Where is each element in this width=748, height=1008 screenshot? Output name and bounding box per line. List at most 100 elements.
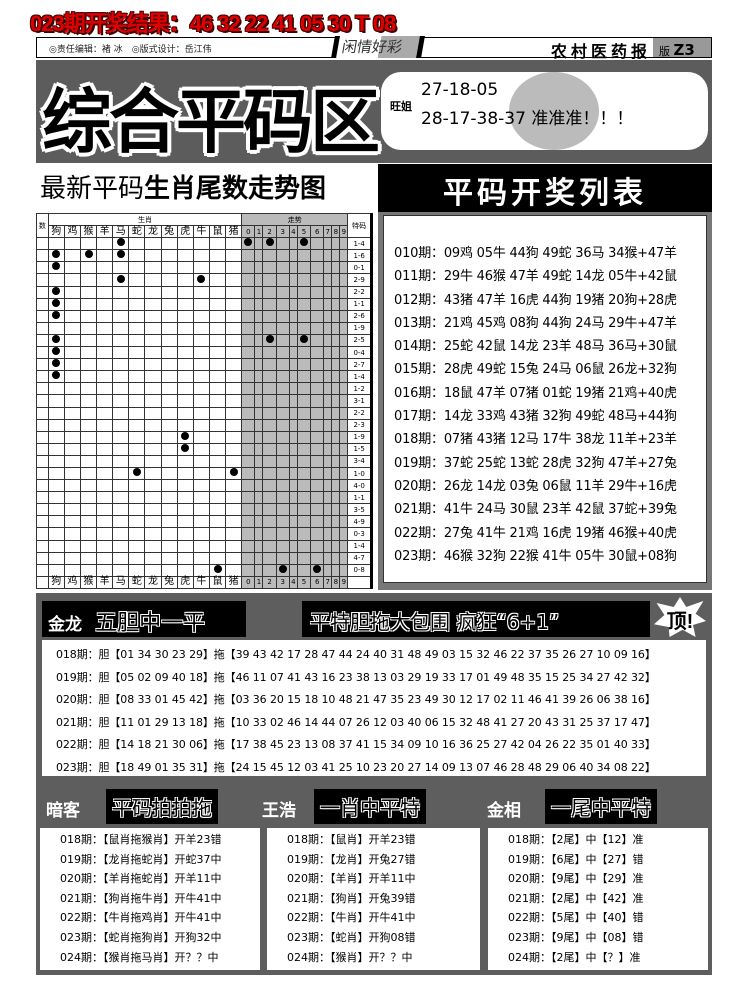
num-cell bbox=[36, 503, 49, 517]
num-cell bbox=[36, 297, 49, 311]
top-badge: 顶! bbox=[654, 597, 706, 637]
trend-cell bbox=[275, 563, 290, 577]
trend-cell bbox=[262, 370, 277, 384]
trend-cell bbox=[339, 297, 349, 311]
zodiac-cell bbox=[176, 370, 194, 384]
digit-footer: 5 bbox=[296, 575, 312, 589]
trend-cell bbox=[288, 418, 298, 432]
trend-cell bbox=[288, 333, 298, 348]
zodiac-cell bbox=[63, 382, 81, 396]
trend-cell bbox=[296, 285, 312, 299]
special-cell: 1-4 bbox=[347, 370, 372, 384]
zodiac-cell bbox=[192, 309, 210, 323]
trend-cell bbox=[339, 333, 349, 348]
zodiac-cell bbox=[176, 394, 194, 408]
zodiac-cell bbox=[160, 237, 178, 251]
trend-cell bbox=[288, 491, 298, 505]
zodiac-cell bbox=[208, 273, 227, 287]
column-list: 018期：【鼠肖】开羊23错 019期：【龙肖】开兔27错 020期：【羊肖】开羊1… bbox=[267, 828, 480, 970]
grid-row: 2-3 bbox=[36, 418, 372, 432]
column-list: 018期：【鼠肖拖猴肖】开羊23错 019期：【龙肖拖蛇肖】开蛇37中 020期：【… bbox=[40, 828, 260, 970]
zodiac-cell bbox=[128, 466, 146, 481]
credits: ◎责任编辑：褚 冰 ◎版式设计：岳江伟 bbox=[49, 45, 212, 55]
trend-cell bbox=[331, 321, 341, 335]
grid-row: 3-1 bbox=[36, 394, 372, 408]
dot-mark bbox=[52, 347, 61, 356]
zodiac-cell bbox=[47, 261, 65, 275]
prediction-row: 019期：【龙肖拖蛇肖】开蛇37中 bbox=[60, 852, 222, 866]
zodiac-cell bbox=[63, 551, 81, 565]
trend-cell bbox=[288, 466, 298, 481]
zodiac-cell bbox=[208, 491, 227, 505]
zodiac-cell bbox=[79, 466, 98, 481]
trend-cell bbox=[331, 479, 341, 493]
zodiac-cell bbox=[160, 454, 178, 468]
special-cell: 1-1 bbox=[347, 491, 372, 505]
zodiac-cell bbox=[225, 454, 243, 468]
zodiac-cell bbox=[144, 503, 162, 517]
trend-cell bbox=[323, 503, 333, 517]
trend-cell bbox=[288, 273, 298, 287]
zodiac-cell bbox=[112, 346, 130, 360]
trend-cell bbox=[339, 309, 349, 323]
zodiac-header: 龙 bbox=[144, 225, 162, 239]
trend-cell bbox=[262, 454, 277, 468]
zodiac-cell bbox=[225, 358, 243, 372]
trend-cell bbox=[288, 479, 298, 493]
special-cell: 1-6 bbox=[347, 249, 372, 263]
trend-cell bbox=[262, 503, 277, 517]
zodiac-cell bbox=[47, 237, 65, 251]
zodiac-cell bbox=[79, 249, 98, 263]
zodiac-cell bbox=[112, 249, 130, 263]
column-title: 一尾中平特 bbox=[545, 789, 657, 824]
zodiac-footer: 虎 bbox=[176, 575, 194, 589]
zodiac-cell bbox=[225, 261, 243, 275]
zodiac-cell bbox=[79, 346, 98, 360]
zodiac-header: 猴 bbox=[79, 225, 98, 239]
trend-cell bbox=[241, 515, 256, 529]
zodiac-cell bbox=[47, 358, 65, 372]
trend-cell bbox=[339, 406, 349, 420]
zodiac-cell bbox=[96, 563, 114, 577]
column-list: 018期：【2尾】中【12】准 019期：【6尾】中【27】错 020期：【9尾】中… bbox=[488, 828, 708, 970]
trend-grid: 数生肖 走势 特码狗鸡猴羊马蛇龙兔虎牛鼠猪 0 1 2 3 4 5 6 7 8 9 1-4 1-6 0-1 2-… bbox=[36, 212, 373, 589]
trend-cell bbox=[323, 333, 333, 348]
trend-cell bbox=[241, 273, 256, 287]
trend-cell bbox=[254, 527, 264, 541]
zodiac-cell bbox=[128, 358, 146, 372]
trend-cell bbox=[296, 539, 312, 553]
dot-mark bbox=[229, 468, 238, 477]
zodiac-cell bbox=[47, 249, 65, 263]
zodiac-cell bbox=[192, 321, 210, 335]
trend-cell bbox=[241, 394, 256, 408]
prediction-row: 020期：【羊肖】开羊11中 bbox=[287, 872, 416, 886]
trend-cell bbox=[296, 479, 312, 493]
trend-cell bbox=[262, 382, 277, 396]
trend-cell bbox=[310, 237, 325, 251]
zodiac-cell bbox=[63, 491, 81, 505]
zodiac-footer: 狗 bbox=[47, 575, 65, 589]
zodiac-cell bbox=[47, 273, 65, 287]
zodiac-cell bbox=[144, 370, 162, 384]
trend-cell bbox=[323, 527, 333, 541]
trend-cell bbox=[241, 333, 256, 348]
zodiac-cell bbox=[47, 370, 65, 384]
trend-group-header: 走势 bbox=[241, 212, 349, 227]
zodiac-cell bbox=[176, 346, 194, 360]
prediction-row: 022期：【5尾】中【40】错 bbox=[508, 911, 644, 925]
section-title-2: 平特胆拖大包围 疯狂“6+1” bbox=[310, 610, 560, 634]
zodiac-cell bbox=[208, 309, 227, 323]
zodiac-cell bbox=[176, 527, 194, 541]
zodiac-cell bbox=[160, 442, 178, 456]
digit-footer: 8 bbox=[331, 575, 341, 589]
zodiac-cell bbox=[47, 406, 65, 420]
trend-cell bbox=[296, 358, 312, 372]
trend-cell bbox=[323, 491, 333, 505]
trend-cell bbox=[310, 358, 325, 372]
zodiac-cell bbox=[47, 442, 65, 456]
zodiac-cell bbox=[128, 539, 146, 553]
trend-cell bbox=[262, 515, 277, 529]
zodiac-footer: 龙 bbox=[144, 575, 162, 589]
trend-cell bbox=[339, 515, 349, 529]
digit-footer: 1 bbox=[254, 575, 264, 589]
